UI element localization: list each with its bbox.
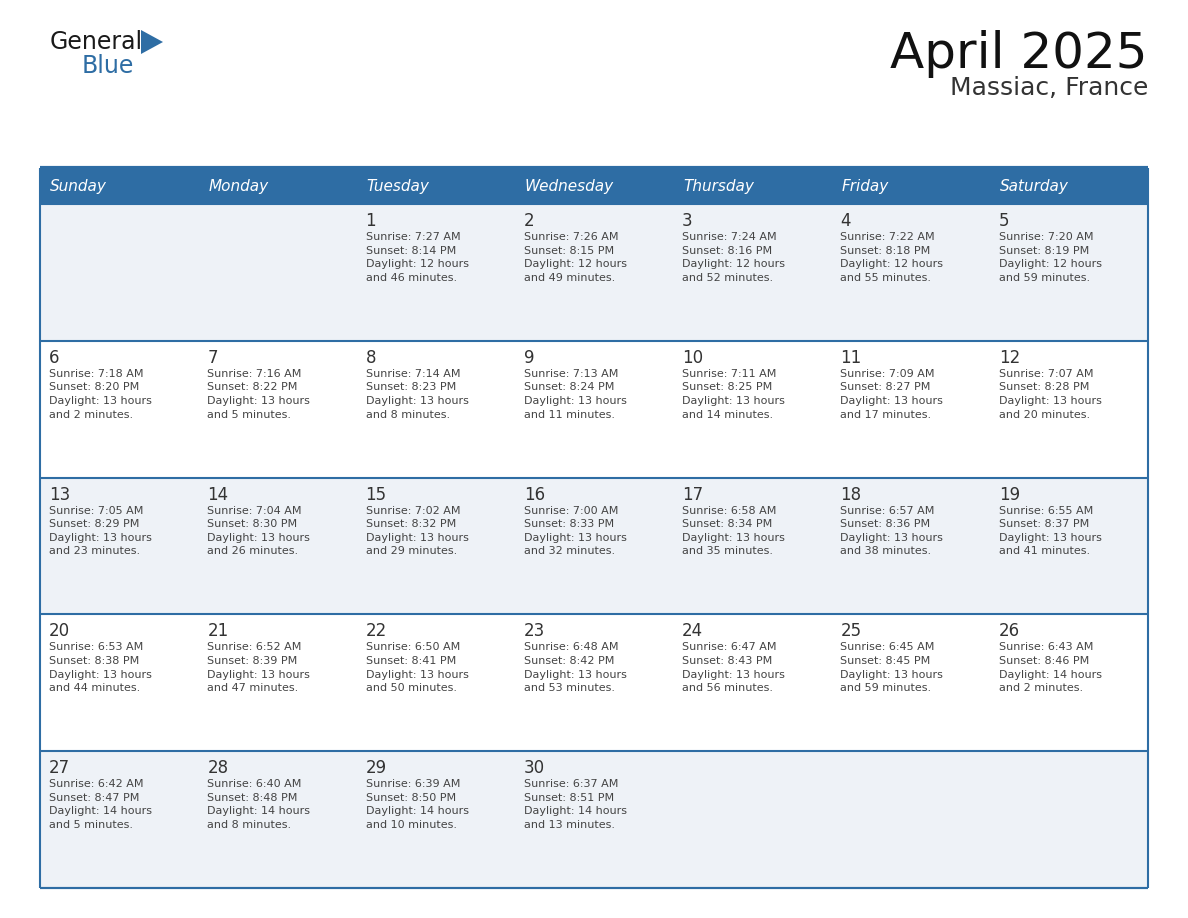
Text: Sunrise: 7:07 AM
Sunset: 8:28 PM
Daylight: 13 hours
and 20 minutes.: Sunrise: 7:07 AM Sunset: 8:28 PM Dayligh… (999, 369, 1101, 420)
Text: Sunrise: 7:13 AM
Sunset: 8:24 PM
Daylight: 13 hours
and 11 minutes.: Sunrise: 7:13 AM Sunset: 8:24 PM Dayligh… (524, 369, 627, 420)
Bar (40, 168, 1148, 204)
Text: Sunrise: 7:27 AM
Sunset: 8:14 PM
Daylight: 12 hours
and 46 minutes.: Sunrise: 7:27 AM Sunset: 8:14 PM Dayligh… (366, 232, 468, 283)
Text: Sunrise: 7:11 AM
Sunset: 8:25 PM
Daylight: 13 hours
and 14 minutes.: Sunrise: 7:11 AM Sunset: 8:25 PM Dayligh… (682, 369, 785, 420)
Text: 27: 27 (49, 759, 70, 778)
Text: Sunrise: 6:43 AM
Sunset: 8:46 PM
Daylight: 14 hours
and 2 minutes.: Sunrise: 6:43 AM Sunset: 8:46 PM Dayligh… (999, 643, 1101, 693)
Text: Sunrise: 7:02 AM
Sunset: 8:32 PM
Daylight: 13 hours
and 29 minutes.: Sunrise: 7:02 AM Sunset: 8:32 PM Dayligh… (366, 506, 468, 556)
Text: Sunday: Sunday (50, 178, 107, 194)
Text: Monday: Monday (208, 178, 268, 194)
Text: 14: 14 (207, 486, 228, 504)
Polygon shape (141, 30, 163, 54)
Text: Sunrise: 7:14 AM
Sunset: 8:23 PM
Daylight: 13 hours
and 8 minutes.: Sunrise: 7:14 AM Sunset: 8:23 PM Dayligh… (366, 369, 468, 420)
Text: 24: 24 (682, 622, 703, 641)
Text: Sunrise: 6:53 AM
Sunset: 8:38 PM
Daylight: 13 hours
and 44 minutes.: Sunrise: 6:53 AM Sunset: 8:38 PM Dayligh… (49, 643, 152, 693)
Text: Sunrise: 7:09 AM
Sunset: 8:27 PM
Daylight: 13 hours
and 17 minutes.: Sunrise: 7:09 AM Sunset: 8:27 PM Dayligh… (840, 369, 943, 420)
Text: 1: 1 (366, 212, 377, 230)
Text: Sunrise: 7:24 AM
Sunset: 8:16 PM
Daylight: 12 hours
and 52 minutes.: Sunrise: 7:24 AM Sunset: 8:16 PM Dayligh… (682, 232, 785, 283)
Text: 20: 20 (49, 622, 70, 641)
Text: 9: 9 (524, 349, 535, 367)
Text: 7: 7 (207, 349, 217, 367)
Text: 3: 3 (682, 212, 693, 230)
Text: Sunrise: 6:52 AM
Sunset: 8:39 PM
Daylight: 13 hours
and 47 minutes.: Sunrise: 6:52 AM Sunset: 8:39 PM Dayligh… (207, 643, 310, 693)
Text: Blue: Blue (82, 54, 134, 78)
Bar (40, 477, 1148, 614)
Text: Sunrise: 7:22 AM
Sunset: 8:18 PM
Daylight: 12 hours
and 55 minutes.: Sunrise: 7:22 AM Sunset: 8:18 PM Dayligh… (840, 232, 943, 283)
Bar (40, 751, 1148, 888)
Text: Tuesday: Tuesday (367, 178, 429, 194)
Bar (40, 204, 1148, 341)
Text: 30: 30 (524, 759, 545, 778)
Text: April 2025: April 2025 (891, 30, 1148, 78)
Text: Friday: Friday (841, 178, 889, 194)
Text: Massiac, France: Massiac, France (949, 76, 1148, 100)
Text: 16: 16 (524, 486, 545, 504)
Text: 25: 25 (840, 622, 861, 641)
Text: 26: 26 (999, 622, 1019, 641)
Text: Sunrise: 7:20 AM
Sunset: 8:19 PM
Daylight: 12 hours
and 59 minutes.: Sunrise: 7:20 AM Sunset: 8:19 PM Dayligh… (999, 232, 1101, 283)
Text: 6: 6 (49, 349, 59, 367)
Bar (40, 341, 1148, 477)
Text: 5: 5 (999, 212, 1010, 230)
Text: 23: 23 (524, 622, 545, 641)
Text: 29: 29 (366, 759, 387, 778)
Text: Sunrise: 6:50 AM
Sunset: 8:41 PM
Daylight: 13 hours
and 50 minutes.: Sunrise: 6:50 AM Sunset: 8:41 PM Dayligh… (366, 643, 468, 693)
Text: Sunrise: 6:48 AM
Sunset: 8:42 PM
Daylight: 13 hours
and 53 minutes.: Sunrise: 6:48 AM Sunset: 8:42 PM Dayligh… (524, 643, 627, 693)
Text: Sunrise: 7:16 AM
Sunset: 8:22 PM
Daylight: 13 hours
and 5 minutes.: Sunrise: 7:16 AM Sunset: 8:22 PM Dayligh… (207, 369, 310, 420)
Text: 10: 10 (682, 349, 703, 367)
Text: Sunrise: 7:26 AM
Sunset: 8:15 PM
Daylight: 12 hours
and 49 minutes.: Sunrise: 7:26 AM Sunset: 8:15 PM Dayligh… (524, 232, 627, 283)
Text: Sunrise: 6:39 AM
Sunset: 8:50 PM
Daylight: 14 hours
and 10 minutes.: Sunrise: 6:39 AM Sunset: 8:50 PM Dayligh… (366, 779, 468, 830)
Text: Sunrise: 7:05 AM
Sunset: 8:29 PM
Daylight: 13 hours
and 23 minutes.: Sunrise: 7:05 AM Sunset: 8:29 PM Dayligh… (49, 506, 152, 556)
Text: 12: 12 (999, 349, 1020, 367)
Text: Sunrise: 6:45 AM
Sunset: 8:45 PM
Daylight: 13 hours
and 59 minutes.: Sunrise: 6:45 AM Sunset: 8:45 PM Dayligh… (840, 643, 943, 693)
Text: Sunrise: 6:57 AM
Sunset: 8:36 PM
Daylight: 13 hours
and 38 minutes.: Sunrise: 6:57 AM Sunset: 8:36 PM Dayligh… (840, 506, 943, 556)
Text: 2: 2 (524, 212, 535, 230)
Text: Sunrise: 7:00 AM
Sunset: 8:33 PM
Daylight: 13 hours
and 32 minutes.: Sunrise: 7:00 AM Sunset: 8:33 PM Dayligh… (524, 506, 627, 556)
Text: 17: 17 (682, 486, 703, 504)
Text: General: General (50, 30, 143, 54)
Text: 4: 4 (840, 212, 851, 230)
Text: 18: 18 (840, 486, 861, 504)
Text: 13: 13 (49, 486, 70, 504)
Text: Sunrise: 6:42 AM
Sunset: 8:47 PM
Daylight: 14 hours
and 5 minutes.: Sunrise: 6:42 AM Sunset: 8:47 PM Dayligh… (49, 779, 152, 830)
Text: Sunrise: 7:04 AM
Sunset: 8:30 PM
Daylight: 13 hours
and 26 minutes.: Sunrise: 7:04 AM Sunset: 8:30 PM Dayligh… (207, 506, 310, 556)
Text: Sunrise: 6:47 AM
Sunset: 8:43 PM
Daylight: 13 hours
and 56 minutes.: Sunrise: 6:47 AM Sunset: 8:43 PM Dayligh… (682, 643, 785, 693)
Text: Saturday: Saturday (1000, 178, 1068, 194)
Text: 19: 19 (999, 486, 1019, 504)
Text: Sunrise: 6:40 AM
Sunset: 8:48 PM
Daylight: 14 hours
and 8 minutes.: Sunrise: 6:40 AM Sunset: 8:48 PM Dayligh… (207, 779, 310, 830)
Text: 21: 21 (207, 622, 228, 641)
Text: 22: 22 (366, 622, 387, 641)
Text: Sunrise: 6:58 AM
Sunset: 8:34 PM
Daylight: 13 hours
and 35 minutes.: Sunrise: 6:58 AM Sunset: 8:34 PM Dayligh… (682, 506, 785, 556)
Text: 11: 11 (840, 349, 861, 367)
Text: 15: 15 (366, 486, 387, 504)
Text: Sunrise: 6:37 AM
Sunset: 8:51 PM
Daylight: 14 hours
and 13 minutes.: Sunrise: 6:37 AM Sunset: 8:51 PM Dayligh… (524, 779, 627, 830)
Text: Sunrise: 6:55 AM
Sunset: 8:37 PM
Daylight: 13 hours
and 41 minutes.: Sunrise: 6:55 AM Sunset: 8:37 PM Dayligh… (999, 506, 1101, 556)
Text: 8: 8 (366, 349, 377, 367)
Text: 28: 28 (207, 759, 228, 778)
Text: Thursday: Thursday (683, 178, 754, 194)
Text: Sunrise: 7:18 AM
Sunset: 8:20 PM
Daylight: 13 hours
and 2 minutes.: Sunrise: 7:18 AM Sunset: 8:20 PM Dayligh… (49, 369, 152, 420)
Text: Wednesday: Wednesday (525, 178, 614, 194)
Bar (40, 614, 1148, 751)
